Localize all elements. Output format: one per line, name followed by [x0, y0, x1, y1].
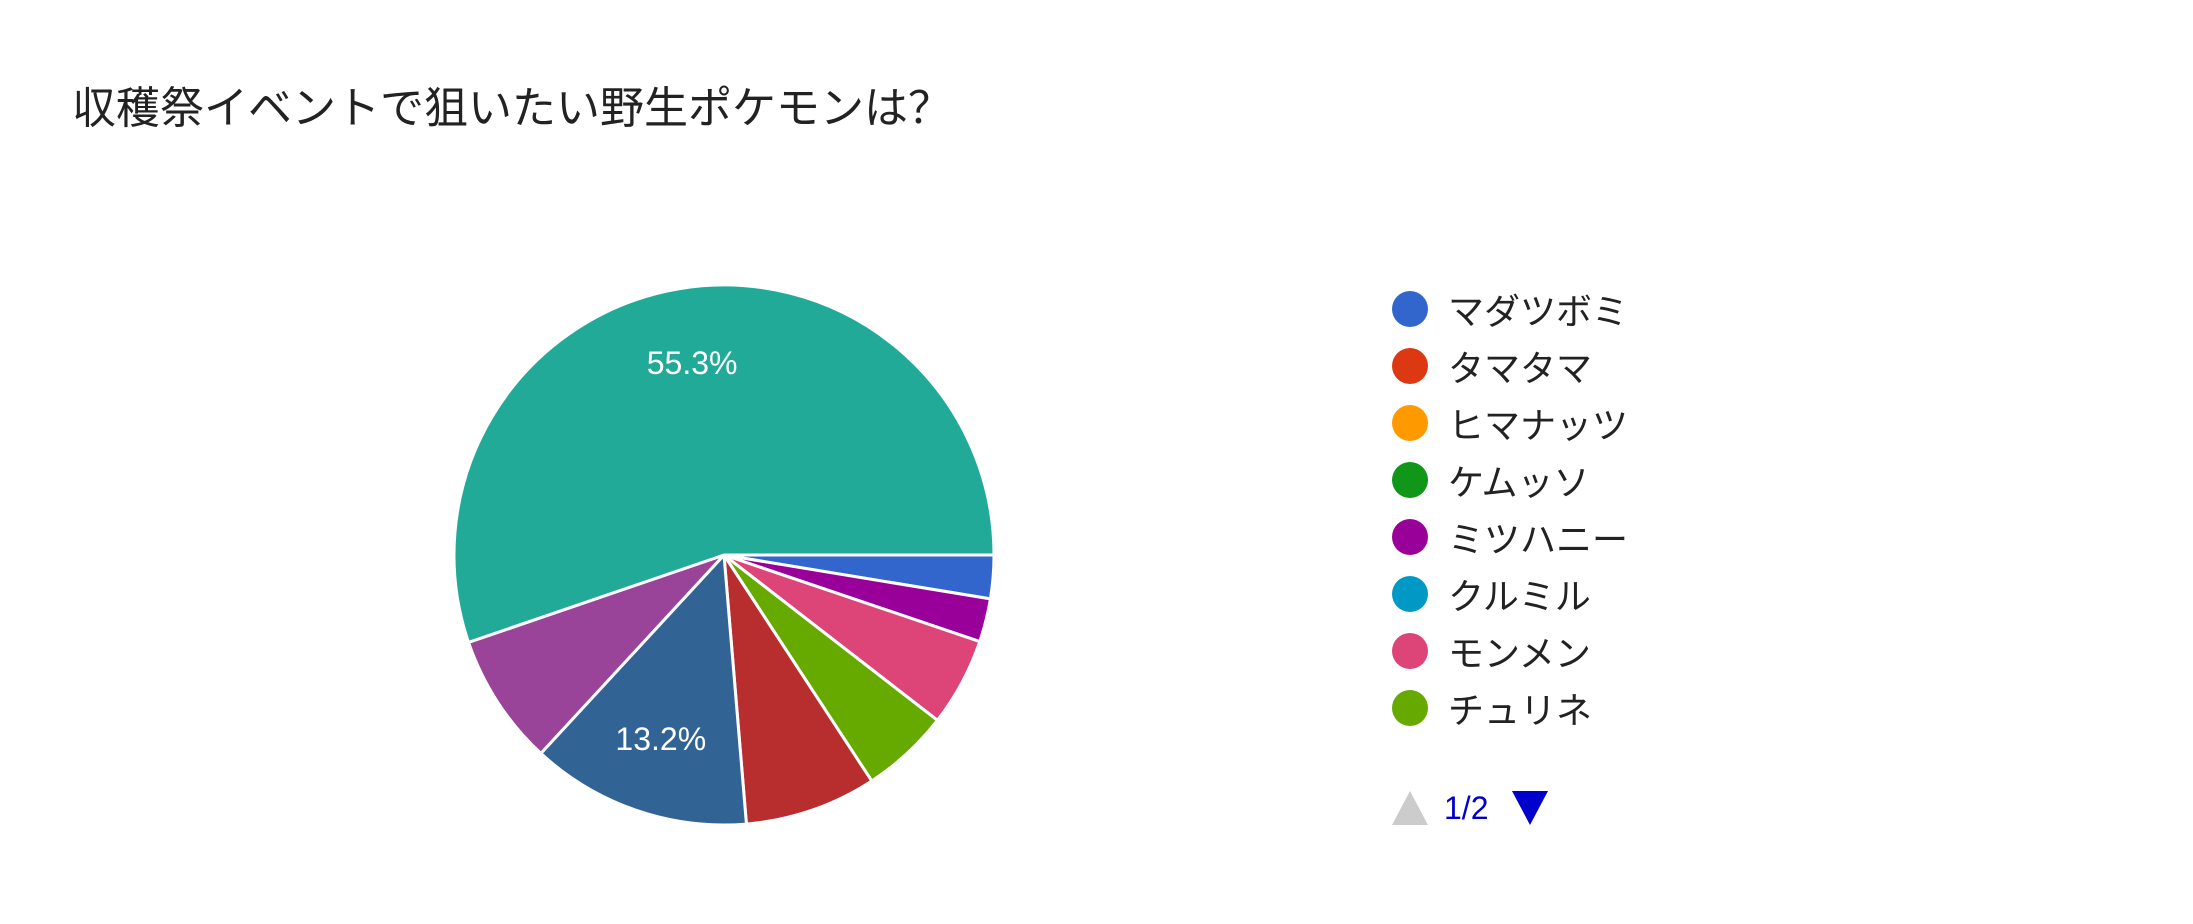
legend-item[interactable]: マダツボミ [1392, 280, 1628, 337]
legend-swatch [1392, 461, 1428, 498]
legend-label: クルミル [1448, 576, 1591, 618]
legend-label: モンメン [1448, 633, 1591, 675]
legend: マダツボミタマタマヒマナッツケムッソミツハニークルミルモンメンチュリネ [1392, 280, 1628, 736]
legend-item[interactable]: チュリネ [1392, 679, 1628, 736]
pager-prev-icon[interactable] [1392, 791, 1428, 825]
pie-labels: 13.2% 55.3% [615, 345, 737, 757]
legend-swatch [1392, 347, 1428, 384]
legend-item[interactable]: ケムッソ [1392, 451, 1628, 508]
pie-slice[interactable] [722, 553, 874, 826]
legend-label: チュリネ [1448, 690, 1593, 732]
pie-slice[interactable] [467, 553, 726, 755]
legend-swatch [1392, 290, 1428, 327]
legend-swatch [1392, 518, 1428, 555]
pie-data-label: 13.2% [615, 721, 706, 757]
legend-label: マダツボミ [1448, 291, 1629, 333]
pie-data-label: 55.3% [647, 345, 738, 381]
legend-swatch [1392, 632, 1428, 669]
legend-item[interactable]: ヒマナッツ [1392, 394, 1628, 451]
pager-next-icon[interactable] [1512, 791, 1549, 825]
pie-slice[interactable] [539, 553, 748, 827]
legend-label: ヒマナッツ [1448, 405, 1629, 447]
pager-page-indicator: 1/2 [1444, 789, 1489, 826]
legend-item[interactable]: ミツハニー [1392, 508, 1628, 565]
legend-swatch [1392, 575, 1428, 612]
pie-slices [452, 283, 996, 827]
legend-label: ケムッソ [1448, 462, 1590, 504]
legend-swatch [1392, 404, 1428, 441]
legend-item[interactable]: クルミル [1392, 565, 1628, 622]
legend-item[interactable]: モンメン [1392, 622, 1628, 679]
legend-swatch [1392, 689, 1428, 726]
legend-item[interactable]: タマタマ [1392, 337, 1628, 394]
legend-pager: 1/2 [1392, 786, 1549, 830]
pie-slice[interactable] [452, 283, 996, 644]
legend-label: タマタマ [1448, 348, 1593, 390]
legend-label: ミツハニー [1448, 519, 1629, 561]
chart-title: 収穫祭イベントで狙いたい野生ポケモンは？ [72, 83, 952, 134]
